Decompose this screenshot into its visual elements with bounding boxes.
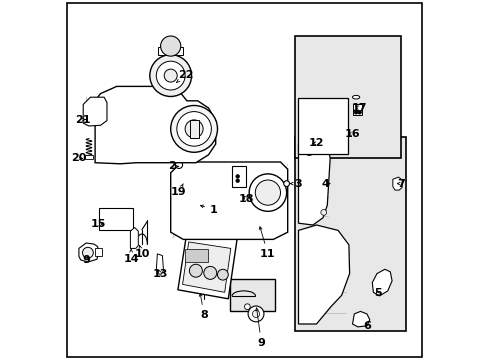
Text: 1: 1 (200, 204, 217, 215)
Polygon shape (352, 311, 369, 327)
Bar (158, 47, 183, 55)
Polygon shape (156, 254, 163, 274)
Circle shape (203, 266, 216, 279)
Circle shape (156, 61, 185, 90)
Circle shape (354, 111, 357, 114)
Circle shape (217, 269, 228, 280)
Text: 22: 22 (176, 69, 194, 82)
Circle shape (160, 36, 181, 56)
Circle shape (252, 310, 259, 318)
Text: 16: 16 (344, 129, 360, 139)
Text: 13: 13 (152, 269, 167, 279)
Circle shape (247, 306, 264, 322)
Text: 20: 20 (71, 153, 86, 163)
Polygon shape (170, 157, 287, 239)
Text: 12: 12 (308, 138, 324, 148)
Circle shape (320, 210, 326, 215)
Bar (294, 137, 406, 331)
Bar (352, 104, 362, 115)
Circle shape (185, 120, 203, 138)
Text: 11: 11 (259, 227, 275, 259)
Polygon shape (178, 232, 237, 299)
Polygon shape (182, 242, 230, 292)
Text: 6: 6 (362, 321, 370, 331)
Bar (231, 166, 245, 187)
Text: 9: 9 (255, 308, 265, 348)
Text: 19: 19 (171, 184, 186, 197)
Polygon shape (392, 177, 401, 190)
Polygon shape (298, 225, 349, 324)
Polygon shape (130, 228, 138, 248)
Bar (230, 279, 275, 311)
Circle shape (149, 55, 191, 96)
Text: 2: 2 (167, 161, 178, 171)
Polygon shape (79, 243, 99, 262)
Bar (294, 36, 400, 158)
Circle shape (164, 69, 177, 82)
Text: 14: 14 (123, 249, 139, 264)
Polygon shape (371, 269, 391, 296)
Circle shape (175, 161, 182, 168)
Text: 17: 17 (351, 103, 366, 113)
Circle shape (189, 264, 202, 277)
Text: 18: 18 (238, 194, 254, 204)
Text: 4: 4 (321, 179, 329, 189)
Circle shape (177, 112, 211, 146)
Circle shape (357, 111, 361, 114)
Ellipse shape (352, 95, 359, 99)
Polygon shape (298, 135, 329, 225)
Circle shape (244, 304, 250, 310)
Polygon shape (95, 86, 215, 164)
Text: 10: 10 (134, 246, 149, 259)
Text: 7: 7 (396, 179, 404, 189)
Text: 8: 8 (199, 293, 207, 320)
Text: 3: 3 (290, 179, 301, 189)
Text: 9: 9 (82, 255, 90, 265)
Text: 21: 21 (75, 114, 91, 125)
Circle shape (170, 105, 217, 152)
Circle shape (82, 247, 93, 258)
Bar (297, 98, 347, 154)
Bar (95, 248, 102, 256)
Bar (99, 208, 133, 230)
Circle shape (235, 175, 239, 178)
Text: 5: 5 (373, 288, 381, 298)
Bar (189, 120, 199, 138)
Circle shape (249, 174, 286, 211)
Text: 15: 15 (91, 219, 106, 229)
Circle shape (305, 147, 313, 156)
Polygon shape (83, 97, 107, 126)
Bar (85, 155, 92, 159)
Circle shape (283, 181, 289, 186)
Circle shape (235, 179, 239, 183)
Bar (185, 249, 208, 262)
Circle shape (255, 180, 280, 205)
